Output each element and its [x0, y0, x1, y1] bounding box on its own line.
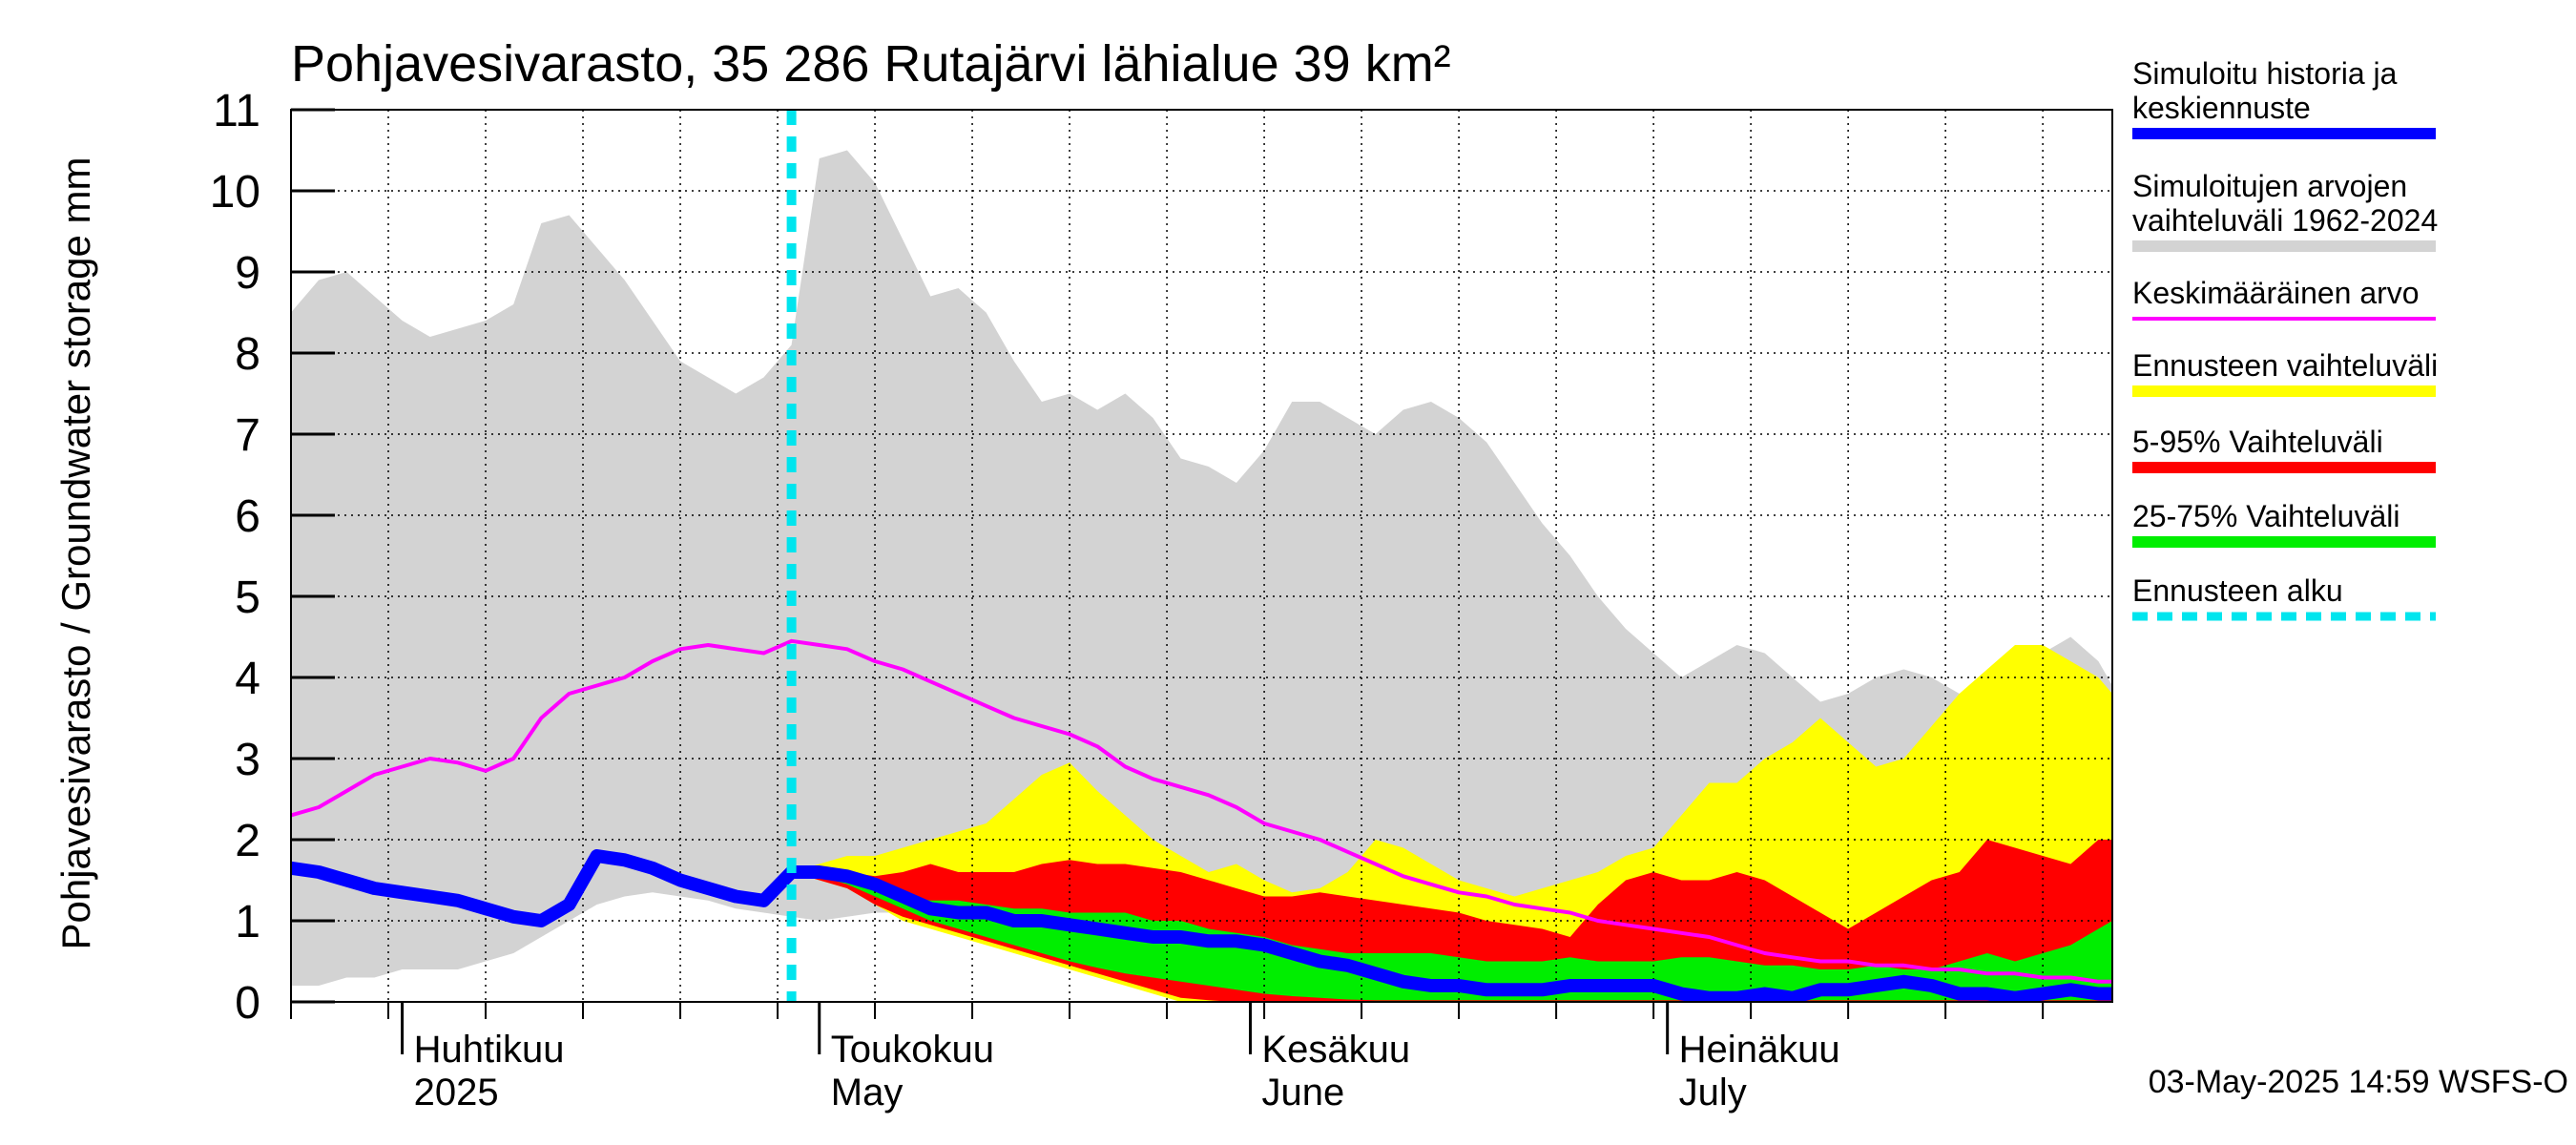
x-tick-label-month: Toukokuu — [831, 1029, 994, 1071]
x-tick-label-month: Heinäkuu — [1679, 1029, 1840, 1071]
legend-label: Keskimääräinen arvo — [2132, 276, 2420, 310]
x-tick-label-sub: June — [1262, 1072, 1345, 1114]
y-tick-label: 4 — [235, 654, 260, 704]
legend-label: Ennusteen alku — [2132, 573, 2343, 608]
band-3 — [791, 872, 2112, 1001]
y-tick-label: 5 — [235, 572, 260, 623]
footer-timestamp: 03-May-2025 14:59 WSFS-O — [2149, 1064, 2568, 1100]
y-axis-label: Pohjavesivarasto / Groundwater storage m… — [53, 156, 98, 949]
legend-label: 25-75% Vaihteluväli — [2132, 499, 2399, 533]
x-tick-label-month: Kesäkuu — [1262, 1029, 1411, 1071]
chart-title: Pohjavesivarasto, 35 286 Rutajärvi lähia… — [291, 35, 1451, 93]
series-line-1 — [291, 849, 2112, 1002]
x-tick-label-sub: July — [1679, 1072, 1747, 1114]
y-tick-label: 9 — [235, 248, 260, 299]
plot-area — [291, 110, 2112, 1002]
legend-label: 5-95% Vaihteluväli — [2132, 425, 2383, 459]
plot-frame — [290, 109, 2113, 1003]
y-tick-label: 0 — [235, 978, 260, 1029]
y-tick-label: 11 — [213, 86, 260, 136]
legend-label: Simuloitu historia ja — [2132, 56, 2398, 91]
y-tick-label: 6 — [235, 491, 260, 542]
y-tick-label: 1 — [235, 897, 260, 947]
legend-label: Simuloitujen arvojen — [2132, 169, 2407, 203]
x-tick-label-sub: 2025 — [414, 1072, 499, 1114]
y-tick-label: 3 — [235, 735, 260, 785]
legend-label: keskiennuste — [2132, 91, 2311, 125]
legend-label: vaihteluväli 1962-2024 — [2132, 203, 2438, 238]
y-tick-label: 7 — [235, 410, 260, 461]
band-0 — [291, 150, 2112, 998]
x-tick-label-month: Huhtikuu — [414, 1029, 565, 1071]
y-tick-label: 10 — [210, 167, 260, 218]
legend-label: Ennusteen vaihteluväli — [2132, 348, 2438, 383]
y-tick-label: 8 — [235, 329, 260, 380]
series-line-0 — [291, 638, 2112, 984]
x-tick-label-sub: May — [831, 1072, 904, 1114]
y-tick-label: 2 — [235, 816, 260, 866]
grid — [291, 110, 2112, 1002]
